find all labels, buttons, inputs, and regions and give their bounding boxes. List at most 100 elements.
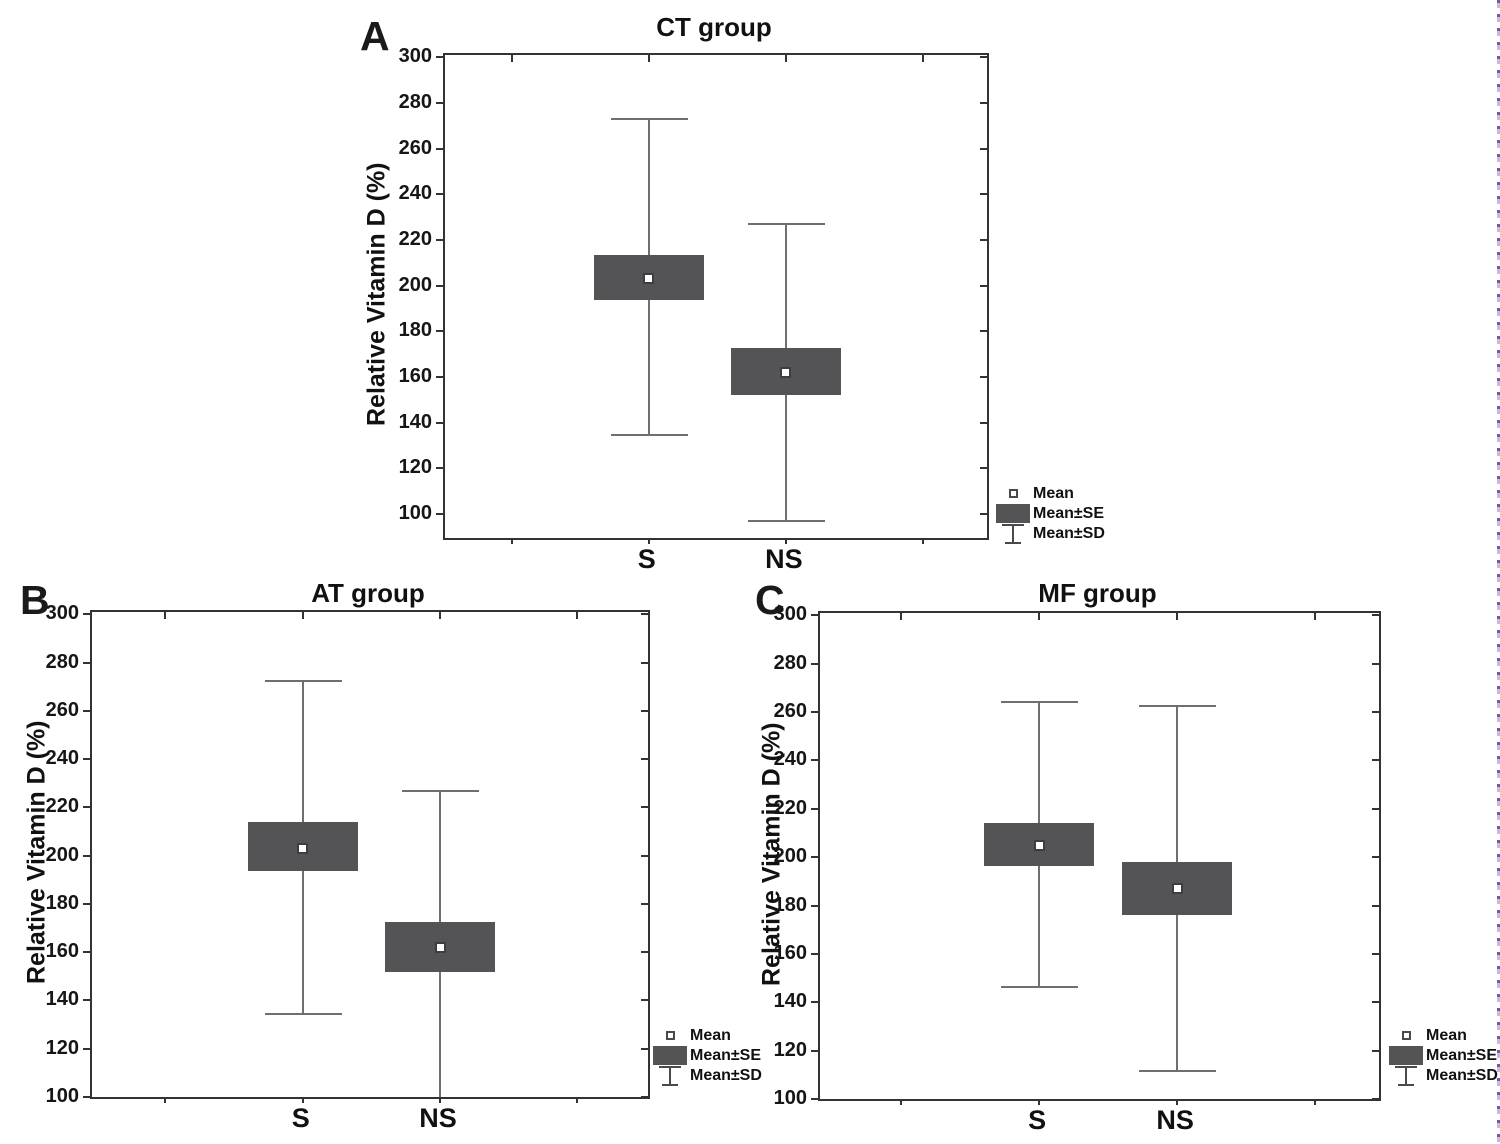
y-tick-label: 160 — [45, 940, 79, 963]
sd-whisker-cap-top — [1001, 701, 1079, 704]
x-axis-tick — [647, 55, 650, 62]
sd-whisker-cap-bottom — [1139, 1070, 1217, 1073]
panel-letter-c: C — [755, 577, 785, 623]
plot-area-at-group: 300 280 260 240 220 200 180 160 140 120 100 — [46, 602, 650, 1107]
y-axis-tick — [641, 613, 648, 616]
mean-sd-whisker-icon — [993, 523, 1033, 545]
x-axis-tick — [1176, 613, 1179, 620]
y-axis-tick — [641, 806, 648, 809]
chart-title-mf-group: MF group — [1038, 578, 1157, 608]
category-label: NS — [765, 544, 803, 574]
y-axis-tick — [811, 856, 818, 859]
y-axis-tick — [1372, 1049, 1379, 1052]
mean-se-box-icon — [650, 1046, 690, 1065]
y-tick-label: 220 — [398, 227, 432, 250]
x-axis-tick — [1314, 1099, 1317, 1105]
y-axis-tick — [641, 709, 648, 712]
y-axis-tick — [83, 709, 90, 712]
y-axis-tick — [641, 1047, 648, 1050]
y-axis-tick — [83, 806, 90, 809]
y-axis-tick — [83, 758, 90, 761]
panel-letter-b: B — [20, 577, 50, 623]
y-axis-tick — [980, 467, 987, 470]
y-tick-label: 180 — [773, 893, 807, 916]
legend-row-mean-se: Mean±SE — [650, 1046, 762, 1065]
y-axis-tick — [83, 951, 90, 954]
mean-marker — [434, 941, 446, 953]
y-tick-label: 220 — [773, 796, 807, 819]
y-tick-label: 180 — [45, 891, 79, 914]
x-axis-labels: S NS — [818, 1105, 1377, 1141]
y-axis-tick — [811, 1098, 818, 1100]
y-axis-tick — [980, 238, 987, 241]
mean-marker — [643, 273, 655, 285]
mean-se-box-icon — [993, 504, 1033, 523]
chart-title-at-group: AT group — [311, 578, 425, 608]
y-axis-tick — [1372, 1001, 1379, 1004]
y-axis-tick — [1372, 856, 1379, 859]
x-axis-tick — [922, 55, 925, 62]
mean-sd-whisker-icon — [650, 1065, 690, 1087]
legend-label: Mean±SE — [1426, 1046, 1498, 1064]
y-tick-label: 240 — [45, 747, 79, 770]
mean-marker-icon — [650, 1031, 690, 1040]
y-tick-label: 200 — [45, 843, 79, 866]
category-label: S — [1028, 1105, 1047, 1135]
y-axis-tick — [436, 376, 443, 378]
y-tick-label: 120 — [45, 1036, 79, 1059]
sd-whisker-cap-top — [264, 679, 342, 682]
x-axis-tick — [900, 1099, 903, 1105]
y-axis-tick — [641, 661, 648, 664]
mean-se-box-icon — [1386, 1046, 1426, 1065]
y-axis-tick — [1372, 904, 1379, 907]
x-axis-tick — [784, 55, 787, 62]
y-axis-tick — [1372, 662, 1379, 665]
legend: Mean Mean±SE Mean±SD — [1386, 1026, 1498, 1087]
y-axis-tick — [980, 101, 987, 104]
y-tick-label: 280 — [398, 90, 432, 113]
y-axis-tick — [436, 147, 443, 150]
y-axis-tick — [436, 193, 443, 196]
legend-label: Mean±SD — [1033, 524, 1105, 542]
sd-whisker-cap-bottom — [264, 1012, 342, 1015]
category-label: S — [291, 1103, 310, 1133]
x-axis-tick — [922, 538, 925, 544]
x-axis-tick — [576, 612, 579, 619]
y-axis-tick — [83, 902, 90, 905]
category-label: NS — [419, 1103, 457, 1133]
y-tick-label: 100 — [398, 502, 432, 525]
x-axis-tick — [164, 1097, 167, 1103]
y-axis-tick — [436, 56, 443, 59]
y-axis-tick — [436, 238, 443, 241]
y-axis-tick — [83, 1047, 90, 1050]
y-axis-tick — [980, 147, 987, 150]
y-axis-tick — [641, 951, 648, 954]
y-axis-tick — [436, 284, 443, 287]
y-tick-label: 300 — [45, 602, 79, 625]
y-tick-label: 140 — [398, 410, 432, 433]
mean-marker — [297, 842, 309, 854]
y-axis-tick — [811, 904, 818, 907]
legend-row-mean-se: Mean±SE — [1386, 1046, 1498, 1065]
legend-label: Mean±SE — [1033, 504, 1105, 522]
chart-title-ct-group: CT group — [656, 12, 772, 42]
x-axis-tick — [510, 538, 513, 544]
x-axis-tick — [510, 55, 513, 62]
sd-whisker-cap-bottom — [610, 434, 688, 437]
y-tick-label: 100 — [45, 1085, 79, 1107]
y-axis-tick — [436, 330, 443, 333]
y-axis-tick — [811, 1049, 818, 1052]
legend-label: Mean±SD — [690, 1066, 762, 1084]
page-edge-dashes — [1497, 0, 1500, 1144]
y-axis-tick — [436, 513, 443, 516]
y-axis-tick — [436, 101, 443, 104]
mean-sd-whisker-icon — [1386, 1065, 1426, 1087]
category-label: S — [637, 544, 656, 574]
sd-whisker-cap-top — [1139, 705, 1217, 708]
y-axis-tick — [83, 854, 90, 857]
legend-label: Mean — [1033, 484, 1074, 502]
legend-row-mean-sd: Mean±SD — [993, 523, 1105, 545]
y-axis-tick — [980, 376, 987, 378]
x-axis-labels: S NS — [443, 544, 985, 580]
y-axis-tick — [1372, 807, 1379, 810]
